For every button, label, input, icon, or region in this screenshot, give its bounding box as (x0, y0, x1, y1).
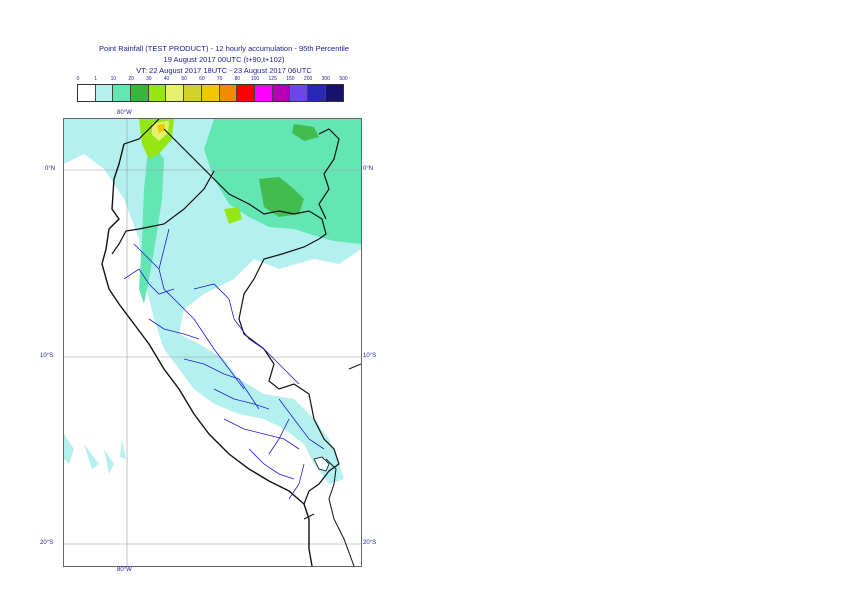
legend-swatch (184, 85, 202, 101)
legend-tick-label: 150 (286, 76, 295, 82)
legend-tick-label: 20 (128, 76, 134, 82)
legend-labels: 0 1 10 20 30 40 50 60 70 80 100 125 150 200 300 500 (77, 76, 377, 84)
chart-subtitle-run: 19 August 2017 00UTC (t+90,t+102) (163, 55, 285, 64)
legend-swatch (272, 85, 291, 101)
legend-swatch (148, 85, 167, 101)
legend-swatch (78, 85, 96, 101)
map-panel (63, 118, 362, 567)
legend-swatch (237, 85, 255, 101)
country-border-south (325, 458, 355, 566)
legend-tick-label: 50 (181, 76, 187, 82)
lat-label-20s-right: 20°S (363, 540, 377, 546)
legend-swatch (201, 85, 220, 101)
rain-area-10mm-2 (139, 139, 164, 304)
chart-title: Point Rainfall (TEST PRODUCT) - 12 hourl… (99, 44, 349, 53)
lon-label-bottom: 80°W (117, 567, 132, 573)
legend-tick-label: 60 (199, 76, 205, 82)
lat-label-eq-left: 0°N (45, 166, 56, 172)
rain-area-20mm-2 (292, 124, 319, 141)
rain-area-light-2 (64, 434, 126, 474)
legend-tick-label: 70 (216, 76, 223, 82)
legend-colorbar (77, 84, 345, 102)
lat-label-10s-left: 10°S (40, 353, 54, 359)
lat-label-20s-left: 20°S (40, 540, 54, 546)
legend-swatch (166, 85, 185, 101)
legend-tick-label: 10 (110, 76, 117, 82)
legend-swatch (254, 85, 273, 101)
legend-tick-label: 0 (76, 76, 80, 82)
coastline (101, 143, 313, 566)
country-border-north (123, 119, 327, 240)
titicaca-lake (313, 456, 330, 472)
legend-swatch (307, 85, 326, 101)
lat-label-10s-right: 10°S (363, 353, 377, 359)
rain-area-60mm (157, 124, 165, 133)
lon-label-top: 80°W (117, 110, 132, 116)
lat-label-eq-right: 0°N (363, 166, 374, 172)
map-canvas (64, 119, 361, 566)
country-border-ecuador (111, 170, 215, 255)
legend-tick-label: 200 (303, 76, 313, 82)
chart-subtitle-validity: VT: 22 August 2017 18UTC - 23 August 201… (136, 66, 312, 75)
legend-swatch (113, 85, 132, 101)
legend-tick-label: 300 (321, 76, 330, 82)
legend-tick-label: 1 (94, 76, 98, 82)
legend-swatch (131, 85, 149, 101)
regional-borders (123, 228, 325, 500)
legend-swatch (290, 85, 308, 101)
legend-swatch (95, 85, 114, 101)
legend-swatch (325, 85, 344, 101)
legend-tick-label: 100 (250, 76, 260, 82)
rain-area-20mm (259, 177, 304, 217)
legend-swatch (219, 85, 238, 101)
legend-tick-label: 80 (234, 76, 241, 82)
rain-area-20mm-3 (224, 207, 242, 224)
legend-tick-label: 500 (339, 76, 348, 82)
legend-tick-label: 40 (163, 76, 170, 82)
country-border-bolivia (303, 363, 361, 520)
legend-tick-label: 125 (268, 76, 277, 82)
legend-tick-label: 30 (146, 76, 152, 82)
